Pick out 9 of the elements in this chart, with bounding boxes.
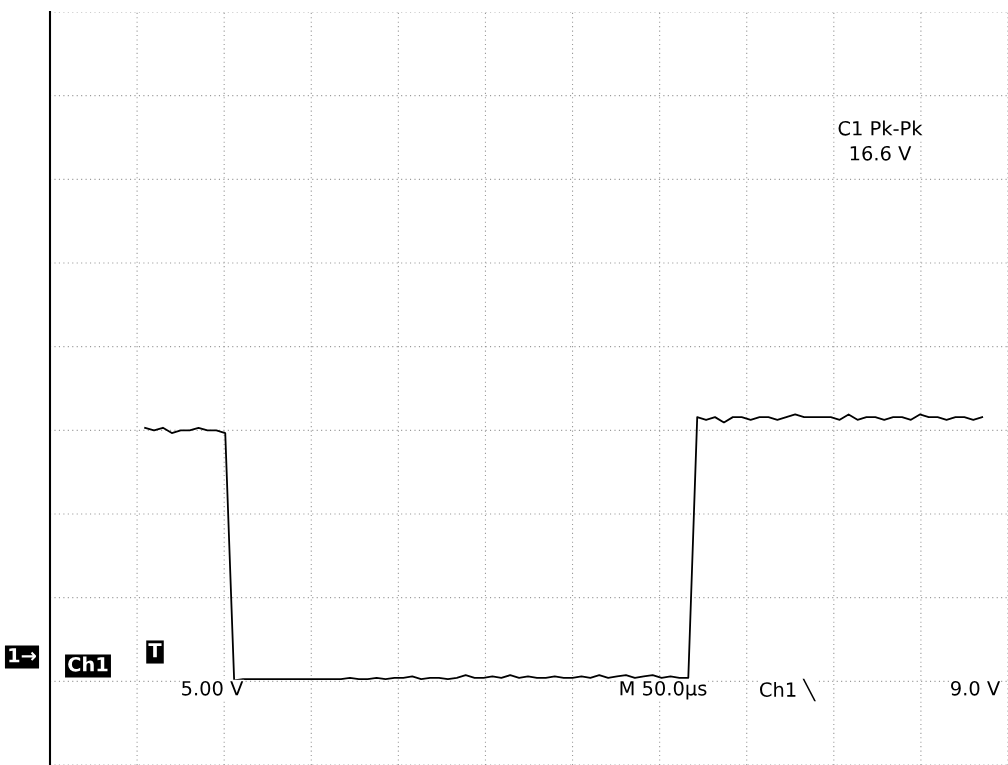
text: 1→ bbox=[9, 648, 36, 663]
text: Ch1 bbox=[68, 656, 108, 672]
text: 9.0 V bbox=[951, 680, 1001, 696]
text: M 50.0µs bbox=[620, 680, 707, 700]
annotation: Ch1 ╲ bbox=[760, 678, 816, 702]
text: 5.00 V bbox=[182, 680, 244, 696]
text: C1 Pk-Pk bbox=[838, 120, 923, 136]
annotation: T bbox=[148, 643, 162, 658]
text: 16.6 V bbox=[850, 145, 912, 161]
